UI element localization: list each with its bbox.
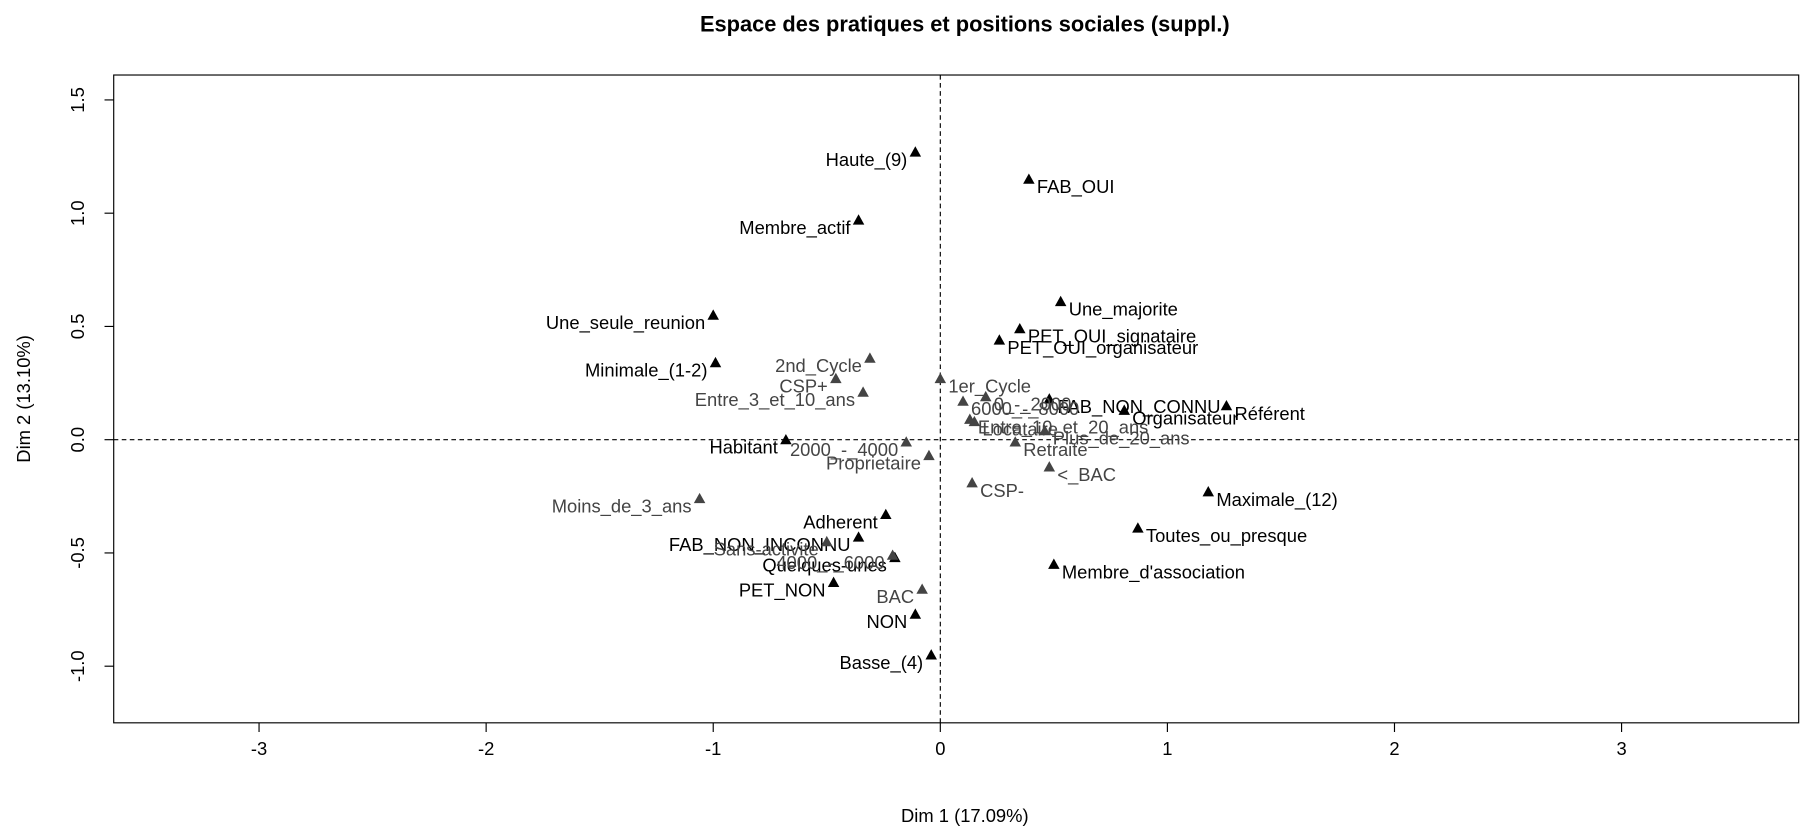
point-label: Haute_(9) (826, 149, 908, 171)
point-label: Toutes_ou_presque (1146, 525, 1307, 547)
point-label: Sans-activite (714, 539, 819, 560)
point (857, 386, 869, 397)
point (909, 608, 922, 619)
x-axis-label: Dim 1 (17.09%) (901, 805, 1029, 826)
point (979, 390, 992, 402)
chart-title: Espace des pratiques et positions social… (700, 11, 1230, 36)
point (693, 492, 706, 504)
point (916, 583, 928, 594)
point (993, 334, 1006, 345)
point (925, 649, 937, 660)
point (1039, 424, 1051, 436)
point-label: 2nd_Cycle (775, 355, 862, 377)
point-label: Entre_10_et_20_ans (978, 416, 1148, 438)
point-label: PET_NON (739, 579, 826, 601)
x-tick-label: -2 (478, 738, 494, 759)
point (864, 352, 876, 363)
x-tick-label: 0 (935, 738, 945, 759)
point-label: 1er_Cycle (948, 376, 1031, 398)
point (1009, 436, 1021, 447)
point-label: FAB_NON_CONNU (1057, 396, 1220, 418)
y-tick-label: -0.5 (67, 537, 88, 569)
point-label: Retraite (1023, 439, 1087, 460)
x-tick-label: -3 (251, 738, 267, 759)
point (1043, 461, 1056, 472)
x-tick-label: 2 (1389, 738, 1399, 759)
point (934, 372, 947, 384)
point-label: Référent (1234, 403, 1304, 424)
point (923, 449, 935, 461)
point-label: Basse_(4) (839, 652, 923, 674)
point (852, 531, 865, 542)
y-axis-label: Dim 2 (13.10%) (13, 335, 34, 463)
point-label: Habitant (709, 437, 777, 458)
point-label: <_BAC (1057, 464, 1116, 486)
point-label: 6000_-_8000 (971, 398, 1079, 420)
point (968, 415, 981, 427)
y-tick-label: 1.0 (67, 200, 88, 226)
point-label: Une_seule_reunion (546, 312, 705, 334)
point (1048, 558, 1060, 569)
point-label: Membre_actif (739, 217, 851, 239)
y-tick-label: 0.0 (67, 427, 88, 453)
point (1023, 173, 1035, 184)
x-tick-label: 3 (1616, 738, 1626, 759)
point (966, 476, 978, 488)
point-label: Entre_3_et_10_ans (695, 389, 855, 411)
point (1054, 295, 1067, 307)
point (827, 576, 840, 587)
point-label: Membre_d'association (1062, 561, 1245, 583)
y-tick-label: -1.0 (67, 650, 88, 682)
point (909, 146, 922, 157)
point-label: Maximale_(12) (1216, 489, 1337, 511)
point (852, 214, 865, 225)
point (780, 433, 792, 445)
point-label: FAB_NON_INCONNU (669, 534, 851, 556)
point-label: PET_OUI_organisateur (1007, 337, 1198, 359)
point (900, 436, 912, 447)
point (880, 508, 892, 520)
point-label: Locataire (982, 419, 1058, 440)
point (1014, 322, 1026, 334)
point-label: 0_-_2000 (994, 394, 1072, 416)
point-label: FAB_OUI (1037, 176, 1115, 198)
x-tick-label: -1 (705, 738, 721, 759)
point-label: Organisateur (1132, 407, 1238, 428)
point-label: 4000_-_6000 (776, 552, 884, 574)
point-label: Moins_de_3_ans (552, 496, 692, 518)
point-label: BAC (876, 586, 914, 607)
point (821, 535, 833, 547)
point (886, 549, 899, 560)
point-label: Minimale_(1-2) (585, 360, 707, 382)
point-label: PET_OUI_signataire (1028, 326, 1196, 348)
y-tick-label: 1.5 (67, 87, 88, 113)
point-label: Plus_de_20_ans (1053, 428, 1190, 450)
point (1132, 522, 1144, 533)
point-label: CSP+ (779, 376, 827, 397)
point-label: CSP- (980, 480, 1024, 501)
plot-frame (113, 74, 1800, 724)
point (1220, 399, 1233, 411)
y-tick-label: 0.5 (67, 314, 88, 340)
point-label: NON (866, 611, 907, 632)
point-label: Quelques-unes (762, 555, 887, 576)
point-label: Une_majorite (1069, 299, 1178, 321)
point-label: Proprietaire (826, 453, 921, 474)
point (1202, 486, 1215, 497)
x-tick-label: 1 (1162, 738, 1172, 759)
point (830, 372, 842, 384)
point (707, 309, 719, 320)
point (1043, 393, 1056, 404)
point (709, 356, 722, 368)
point (1118, 404, 1130, 415)
point (957, 395, 969, 406)
point-label: Adherent (803, 511, 878, 532)
point-label: 2000_-_4000 (790, 439, 898, 461)
